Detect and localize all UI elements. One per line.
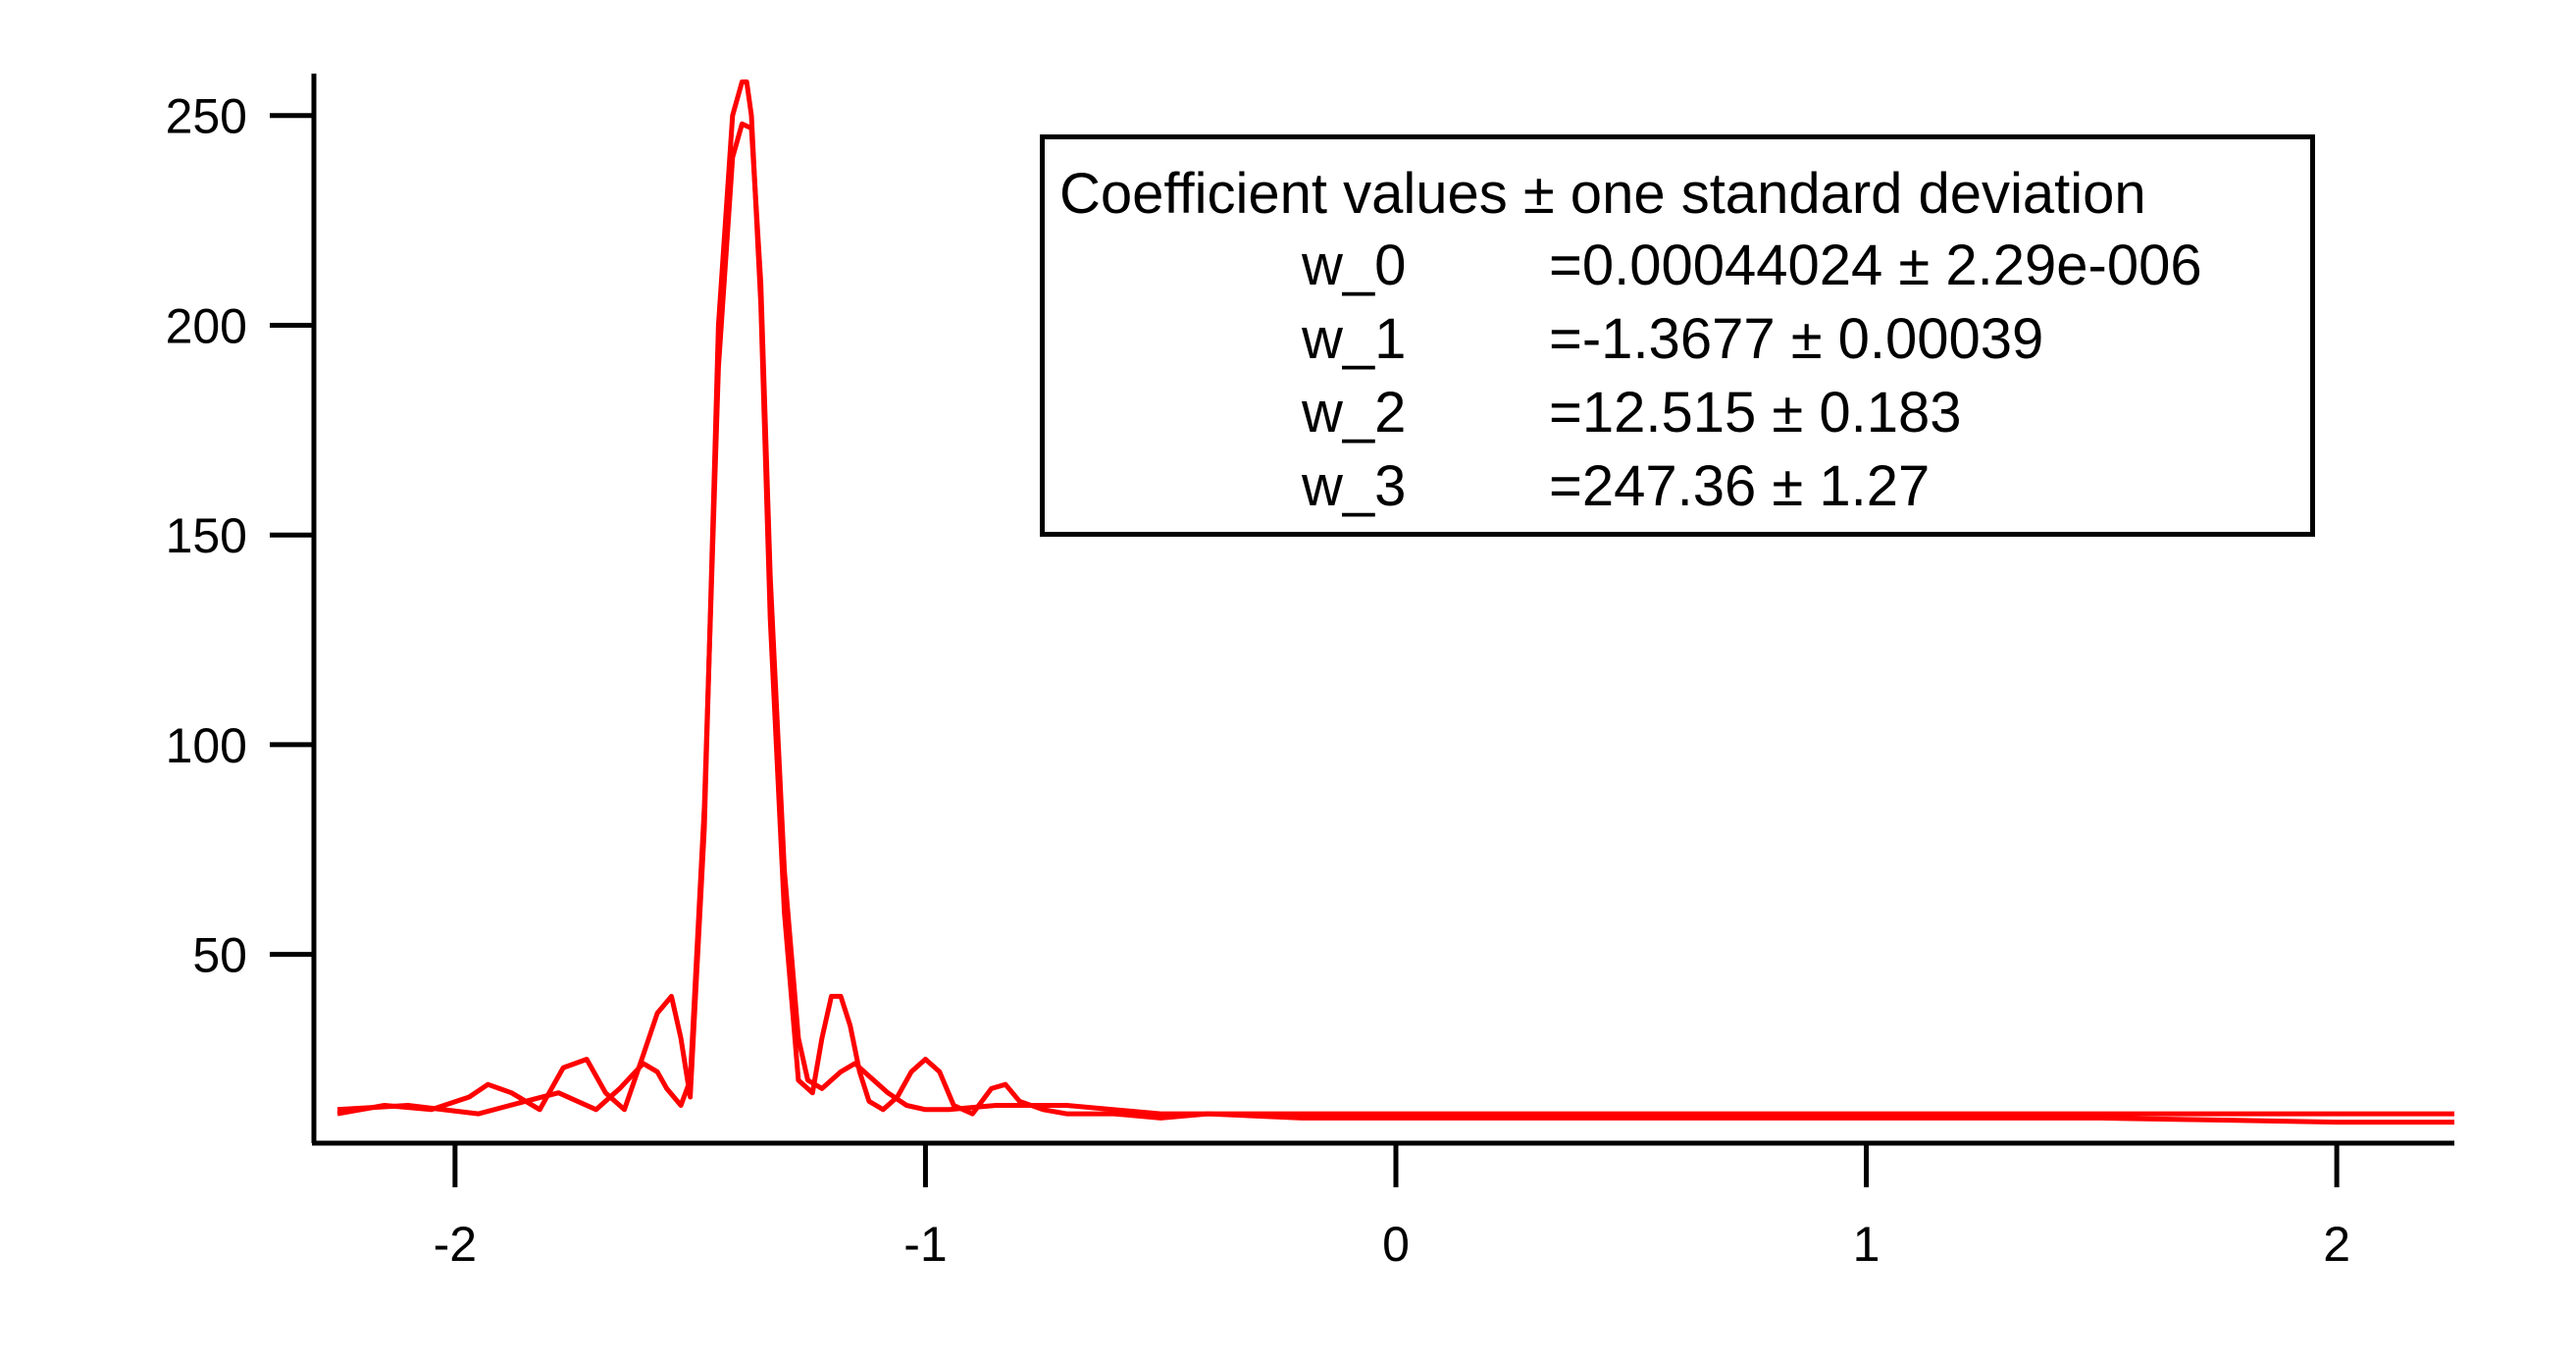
coefficient-value: =0.00044024 ± 2.29e-006 [1549, 234, 2202, 297]
coefficient-name: w_2 [1302, 381, 1407, 445]
y-tick-label: 150 [166, 508, 247, 563]
x-tick-label: -1 [903, 1217, 947, 1272]
y-tick-label: 200 [166, 298, 247, 353]
series-layer [336, 79, 2454, 1125]
legend-title: Coefficient values ± one standard deviat… [1059, 162, 2146, 226]
coefficient-name: w_3 [1302, 454, 1407, 518]
axes [311, 74, 2454, 1146]
coefficient-value: =247.36 ± 1.27 [1549, 454, 1931, 518]
series-line-2 [336, 121, 2454, 1117]
y-tick-label: 100 [166, 718, 247, 773]
coefficient-value: =12.515 ± 0.183 [1549, 381, 1962, 445]
x-tick-label: 2 [2323, 1217, 2350, 1272]
coefficient-legend-box: Coefficient values ± one standard deviat… [1040, 134, 2315, 537]
x-tick-label: 1 [1853, 1217, 1880, 1272]
x-tick-label: -2 [434, 1217, 477, 1272]
y-tick-label: 50 [192, 928, 247, 983]
y-tick-label: 250 [166, 89, 247, 144]
x-tick-label: 0 [1382, 1217, 1410, 1272]
coefficient-value: =-1.3677 ± 0.00039 [1549, 307, 2044, 371]
coefficient-name: w_0 [1302, 234, 1407, 297]
coefficient-name: w_1 [1302, 307, 1407, 371]
